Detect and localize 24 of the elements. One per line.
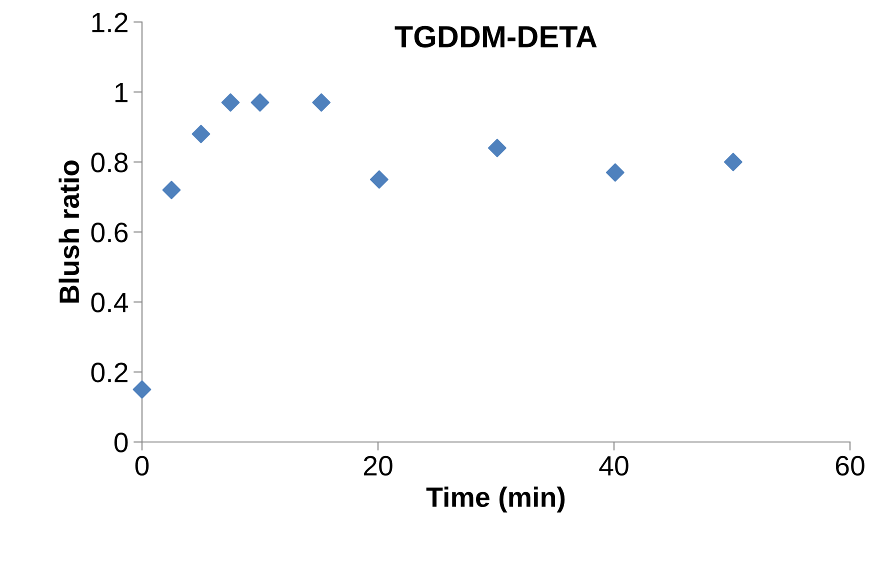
- point: [221, 93, 240, 112]
- point: [250, 93, 270, 112]
- y-tick-label: 0.4: [91, 292, 128, 312]
- x-axis-title: Time (min): [426, 486, 565, 513]
- y-tick-label: 0: [114, 432, 128, 452]
- point: [162, 180, 181, 200]
- y-tick-label: 1.2: [92, 12, 128, 32]
- point: [132, 380, 152, 399]
- x-tick-label: 40: [599, 456, 628, 476]
- x-tick-label: 20: [364, 456, 392, 476]
- y-tick-label: 0.2: [91, 362, 128, 382]
- point: [606, 163, 624, 182]
- y-tick-label: 1: [115, 82, 128, 102]
- point: [724, 152, 742, 172]
- x-tick-label: 60: [836, 456, 864, 476]
- point: [370, 170, 388, 189]
- y-tick-label: 0.6: [91, 222, 128, 242]
- point: [312, 93, 331, 112]
- chart-title: TGDDM-DETA: [394, 26, 597, 48]
- point: [488, 138, 506, 158]
- x-tick-label: 0: [135, 456, 149, 476]
- point: [192, 124, 210, 144]
- y-axis-title: Blush ratio: [58, 160, 80, 303]
- y-tick-label: 0.8: [91, 152, 128, 172]
